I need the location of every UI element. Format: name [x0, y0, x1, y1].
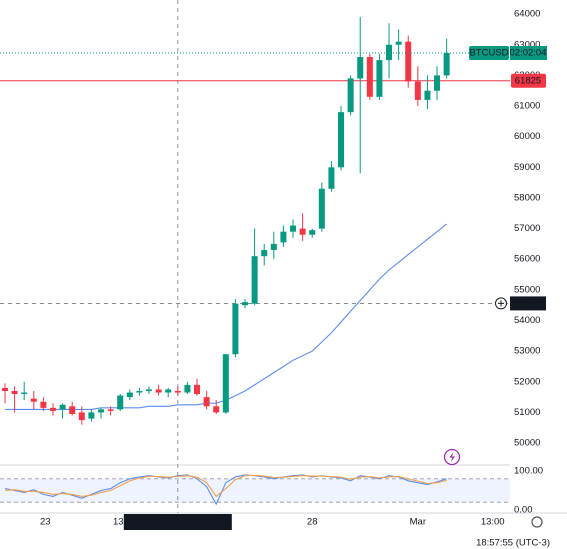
countdown-label: 02:02:04 [510, 48, 547, 59]
candle-body [117, 395, 124, 410]
candle-body [98, 409, 105, 413]
candle-body [146, 389, 153, 391]
candle-body [213, 406, 220, 413]
candle-body [395, 41, 402, 45]
candle-body [386, 44, 393, 61]
candle-body [338, 112, 345, 168]
y-tick-label: 61000 [514, 101, 540, 112]
alert-bolt[interactable] [449, 452, 456, 462]
crosshair-date-label: dom. 25 Fev '24 13:00 [131, 517, 225, 528]
candle-body [347, 78, 354, 113]
candle-body [203, 397, 210, 407]
y-tick-label: 51000 [514, 407, 540, 418]
oscillator-tick-label: 0.00 [514, 505, 533, 516]
x-tick-label: 13 [113, 517, 124, 528]
candle-body [261, 250, 268, 257]
candle-body [155, 389, 162, 393]
candle-body [88, 412, 95, 419]
candle-body [165, 389, 172, 393]
y-tick-label: 57000 [514, 223, 540, 234]
candle-body [443, 53, 450, 76]
oscillator-line [4, 474, 447, 498]
crosshair-price-label: 54558 [515, 298, 541, 309]
crosshair-price-box [510, 296, 546, 311]
candle-body [126, 392, 133, 398]
y-tick-label: 55000 [514, 284, 540, 295]
candle-body [21, 392, 28, 395]
countdown-box [510, 46, 547, 61]
candle-body [136, 390, 143, 393]
candle-body [107, 409, 114, 411]
candle-body [357, 56, 364, 79]
candle-body [242, 302, 249, 306]
y-tick-label: 50000 [514, 438, 540, 449]
y-tick-label: 59000 [514, 162, 540, 173]
candle-body [309, 230, 316, 235]
candle-body [184, 384, 191, 393]
candle-body [424, 90, 431, 100]
candle-body [366, 56, 373, 97]
candle-body [78, 412, 85, 421]
candle-body [30, 398, 37, 402]
oscillator-tick-label: 100.00 [514, 466, 543, 477]
candle-body [49, 407, 56, 411]
candle-body [414, 81, 421, 100]
x-tick-label: Mar [410, 517, 426, 528]
settings-icon[interactable] [531, 516, 543, 528]
settings-circle[interactable] [531, 516, 543, 528]
crosshair-add-plus [498, 300, 504, 307]
y-tick-label: 52000 [514, 376, 540, 387]
candle-body [299, 228, 306, 235]
y-tick-label: 63000 [514, 39, 540, 50]
candle-body [376, 60, 383, 97]
x-tick-label: 13:00 [481, 517, 505, 528]
candle-body [174, 390, 181, 393]
clock-label: 18:57:55 (UTC-3) [476, 538, 550, 549]
symbol-label: BTCUSD [469, 48, 508, 59]
candle-body [405, 41, 412, 82]
candle-body [1, 387, 8, 391]
candle-body [194, 384, 201, 395]
symbol-label-box [469, 46, 509, 61]
candle-body [232, 303, 239, 355]
alert-icon[interactable] [443, 448, 461, 466]
candle-body [318, 188, 325, 229]
candle-body [222, 354, 229, 413]
y-tick-label: 53000 [514, 346, 540, 357]
candle-body [434, 75, 441, 91]
y-tick-label: 64000 [514, 9, 540, 20]
candle-body [270, 243, 277, 251]
candle-body [290, 225, 297, 232]
x-tick-label: 28 [307, 517, 318, 528]
candle-body [59, 404, 66, 410]
candle-body [251, 256, 258, 304]
candle-body [11, 390, 18, 395]
candle-body [328, 167, 335, 189]
candle-body [280, 231, 287, 243]
candle-body [69, 406, 76, 414]
x-tick-label: 23 [40, 517, 51, 528]
oscillator-band [0, 478, 510, 503]
y-tick-label: 56000 [514, 254, 540, 265]
y-tick-label: 58000 [514, 192, 540, 203]
price-line-box [511, 73, 546, 88]
candle-body [40, 401, 47, 408]
y-tick-label: 54000 [514, 315, 540, 326]
price-line-label: 61825 [515, 75, 541, 86]
y-tick-label: 60000 [514, 131, 540, 142]
crosshair-date-box [123, 514, 232, 530]
